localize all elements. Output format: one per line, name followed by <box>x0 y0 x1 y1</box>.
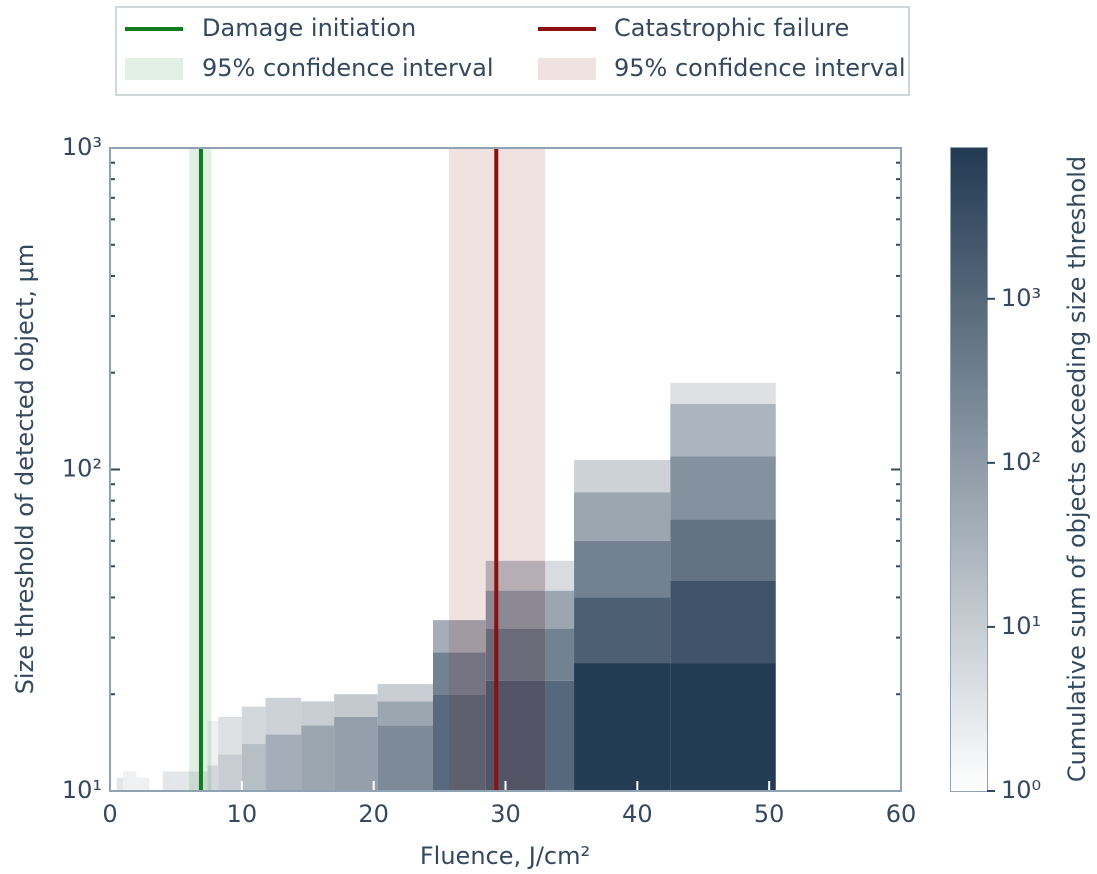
y-axis-label: Size threshold of detected object, μm <box>11 244 39 695</box>
cell <box>432 620 486 653</box>
cell <box>218 754 242 791</box>
cell <box>545 560 575 591</box>
x-tick-label: 10 <box>227 800 258 828</box>
x-tick-label: 30 <box>490 800 521 828</box>
cell <box>149 777 163 791</box>
cell <box>123 771 137 791</box>
legend-label: Damage initiation <box>202 14 416 42</box>
cell <box>670 382 776 404</box>
cell <box>265 697 302 735</box>
cell <box>574 460 671 493</box>
cell <box>116 777 124 791</box>
y-tick-label: 10¹ <box>62 776 102 804</box>
legend-patch <box>538 58 596 80</box>
cell <box>574 663 671 791</box>
cell <box>545 680 575 791</box>
cell <box>574 492 671 541</box>
cell <box>241 744 266 791</box>
cell <box>301 701 335 726</box>
colorbar <box>951 148 987 791</box>
colorbar-tick-label: 10⁰ <box>1001 776 1041 804</box>
cell <box>432 694 486 791</box>
x-axis-label: Fluence, J/cm² <box>420 842 590 870</box>
legend-patch <box>125 58 183 80</box>
cell <box>545 628 575 681</box>
cell <box>545 590 575 629</box>
cell <box>377 684 433 702</box>
cell <box>116 739 124 778</box>
cell <box>136 777 150 791</box>
plot-area <box>116 148 776 791</box>
cell <box>377 701 433 726</box>
plot-frame <box>109 147 902 792</box>
cell <box>334 694 378 717</box>
cell <box>207 721 219 766</box>
cell <box>574 540 671 598</box>
x-tick-label: 40 <box>622 800 653 828</box>
cell <box>670 663 776 791</box>
x-tick-label: 60 <box>886 800 917 828</box>
colorbar-tick-label: 10³ <box>1001 284 1041 312</box>
cell <box>162 739 176 772</box>
cell <box>574 597 671 664</box>
legend-label: Catastrophic failure <box>614 14 849 42</box>
cell <box>670 403 776 457</box>
x-tick-label: 50 <box>754 800 785 828</box>
cell <box>334 716 378 791</box>
legend-label: 95% confidence interval <box>614 54 905 82</box>
cell <box>207 765 219 791</box>
colorbar-tick-label: 10¹ <box>1001 612 1041 640</box>
cell <box>432 652 486 695</box>
x-tick-label: 20 <box>358 800 389 828</box>
x-tick-label: 0 <box>102 800 117 828</box>
cell <box>670 456 776 520</box>
cell <box>265 734 302 791</box>
cell <box>301 725 335 791</box>
cell <box>162 771 176 791</box>
legend-label: 95% confidence interval <box>202 54 493 82</box>
cell <box>670 519 776 581</box>
colorbar-tick-label: 10² <box>1001 448 1041 476</box>
y-tick-label: 10² <box>62 455 102 483</box>
cell <box>218 716 242 755</box>
y-tick-label: 10³ <box>62 133 102 161</box>
colorbar-label: Cumulative sum of objects exceeding size… <box>1063 156 1091 782</box>
cell <box>377 725 433 791</box>
cell <box>670 580 776 664</box>
cell <box>241 706 266 745</box>
legend-box <box>115 6 910 96</box>
